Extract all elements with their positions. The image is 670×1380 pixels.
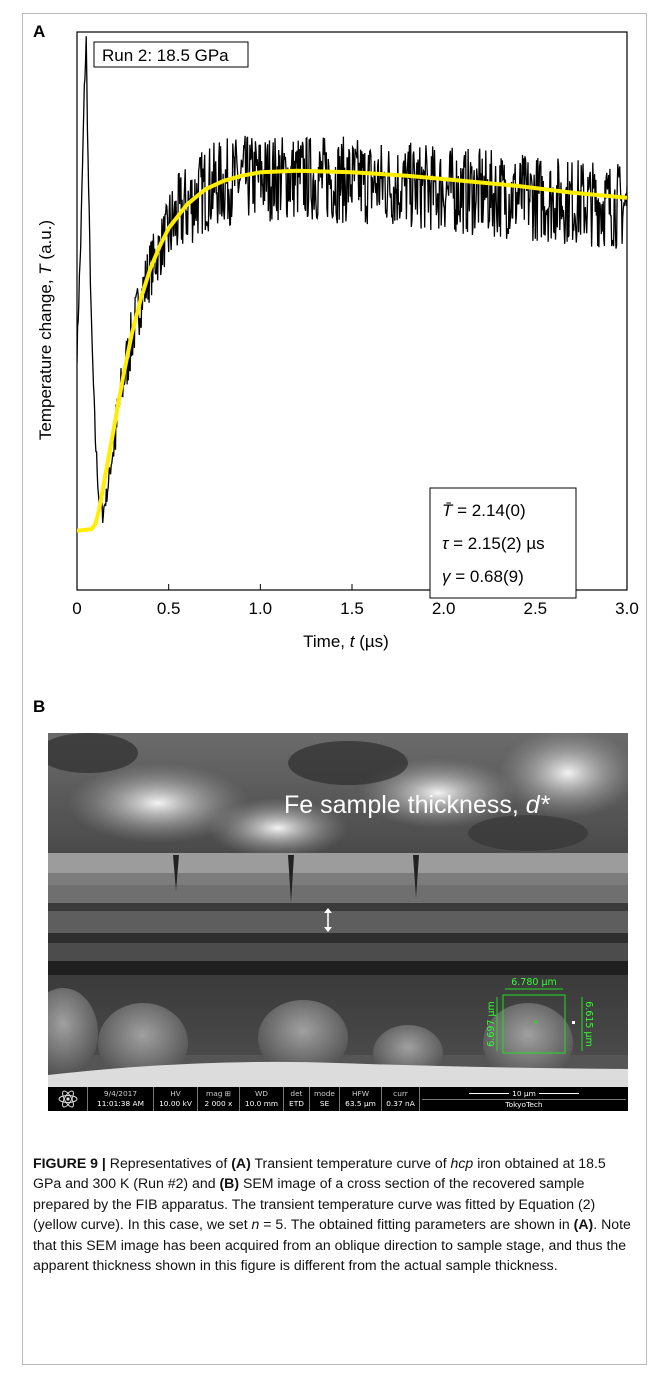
sem-scale-bar: 10 µm TokyoTech bbox=[420, 1087, 628, 1111]
panel-b-label: B bbox=[33, 697, 46, 716]
sem-wd: WD 10.0 mm bbox=[240, 1087, 284, 1111]
run-label: Run 2: 18.5 GPa bbox=[102, 46, 229, 65]
sem-det: det ETD bbox=[284, 1087, 310, 1111]
sem-hfw: HFW 63.5 µm bbox=[340, 1087, 382, 1111]
x-tick-label: 1.0 bbox=[249, 599, 273, 618]
measure-vertical-left: 6.697 µm bbox=[486, 1001, 497, 1047]
x-tick-label: 0 bbox=[72, 599, 81, 618]
thickness-annotation: Fe sample thickness, d* bbox=[284, 791, 550, 819]
temperature-chart: 0 0.5 1.0 1.5 2.0 2.5 3.0 Run 2: 18.5 GPa T̄ =… bbox=[36, 31, 639, 651]
measurement-box bbox=[496, 988, 583, 1054]
fit-parameter: T̄ = 2.14(0) bbox=[442, 501, 526, 520]
x-tick-label: 2.5 bbox=[524, 599, 548, 618]
fit-parameter: γ = 0.68(9) bbox=[442, 567, 524, 586]
sem-curr: curr 0.37 nA bbox=[382, 1087, 420, 1111]
measured-signal-line bbox=[77, 36, 627, 523]
figure-caption: FIGURE 9 | Representatives of (A) Transi… bbox=[33, 1155, 631, 1274]
measure-vertical-right: 6.615 µm bbox=[583, 1001, 594, 1047]
x-axis-label: Time, t (µs) bbox=[303, 632, 389, 651]
sem-mode: mode SE bbox=[310, 1087, 340, 1111]
sem-hv: HV 10.00 kV bbox=[154, 1087, 198, 1111]
figure-frame bbox=[22, 13, 647, 1365]
fit-curve-line bbox=[77, 168, 627, 533]
atom-logo-icon bbox=[48, 1087, 88, 1111]
sem-image-panel: 6.780 µm 6.697 µm 6.615 µm Fe sample thi… bbox=[48, 733, 628, 1111]
x-tick-label: 3.0 bbox=[615, 599, 639, 618]
sem-date-time: 9/4/2017 11:01:38 AM bbox=[88, 1087, 154, 1111]
sem-info-bar: 9/4/2017 11:01:38 AM HV 10.00 kV mag ⊞ 2 00… bbox=[48, 1087, 628, 1111]
x-tick-label: 0.5 bbox=[157, 599, 181, 618]
x-tick-label: 2.0 bbox=[432, 599, 456, 618]
fit-parameter: τ = 2.15(2) µs bbox=[442, 534, 545, 553]
x-tick-label: 1.5 bbox=[340, 599, 364, 618]
fit-parameters-box: T̄ = 2.14(0) τ = 2.15(2) µs γ = 0.68(9) bbox=[429, 487, 577, 599]
sem-mag: mag ⊞ 2 000 x bbox=[198, 1087, 240, 1111]
measure-horizontal: 6.780 µm bbox=[511, 977, 557, 988]
y-axis-label: Temperature change, T (a.u.) bbox=[36, 220, 55, 440]
panel-a-label: A bbox=[33, 22, 46, 41]
sem-micrograph: 6.780 µm 6.697 µm 6.615 µm bbox=[48, 733, 628, 1087]
run-label-box: Run 2: 18.5 GPa bbox=[93, 41, 249, 68]
